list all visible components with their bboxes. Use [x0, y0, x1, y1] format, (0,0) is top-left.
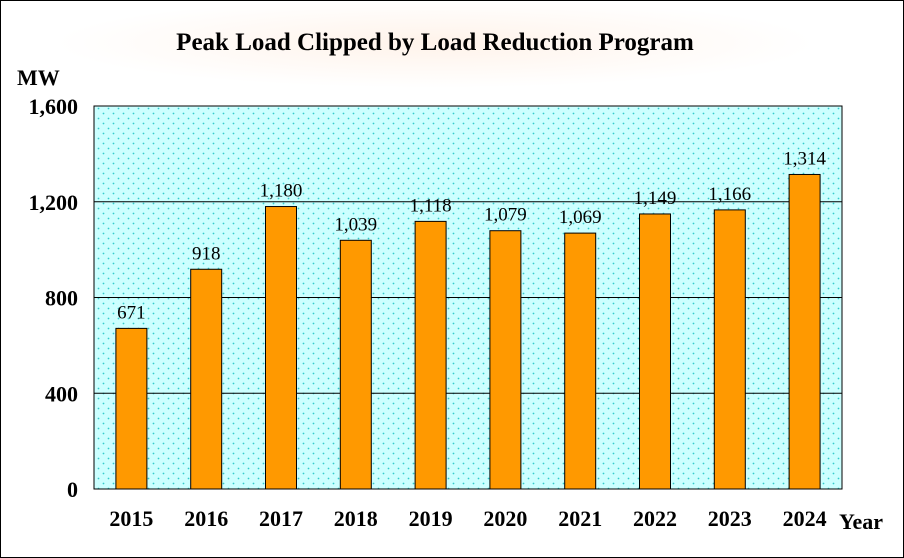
y-tick-labels: 0 400 800 1,200 1,600 [29, 94, 79, 502]
x-tick-label: 2020 [483, 506, 527, 531]
bar [489, 230, 522, 490]
x-tick-label: 2015 [109, 506, 153, 531]
x-axis-unit-label: Year [839, 509, 883, 534]
title-glow [55, 1, 815, 88]
bar-value-label: 1,149 [634, 188, 677, 209]
bar [788, 173, 821, 490]
bar-value-label: 1,118 [410, 195, 452, 216]
bar [265, 206, 297, 490]
bar-value-label: 1,079 [484, 205, 527, 226]
y-axis-unit-label: MW [17, 65, 60, 90]
bar [414, 220, 447, 490]
y-tick-label: 0 [67, 477, 78, 502]
bars [115, 173, 821, 490]
x-tick-labels: 2015 2016 2017 2018 2019 2020 2021 2022 2023 2024 [109, 506, 826, 531]
bar-value-label: 671 [117, 302, 146, 323]
x-tick-label: 2019 [409, 506, 453, 531]
y-tick-label: 1,200 [29, 190, 79, 215]
bar-value-label: 1,039 [334, 214, 377, 235]
x-tick-label: 2024 [783, 506, 827, 531]
bar-value-label: 918 [192, 243, 221, 264]
x-tick-label: 2016 [184, 506, 228, 531]
value-labels: 671 918 1,180 1,039 1,118 1,079 1,069 1,149 1,16… [117, 148, 826, 323]
x-tick-label: 2018 [334, 506, 378, 531]
x-tick-label: 2017 [259, 506, 303, 531]
y-tick-label: 1,600 [29, 94, 79, 119]
bar-value-label: 1,069 [559, 207, 602, 228]
y-tick-label: 800 [45, 286, 78, 311]
y-tick-label: 400 [45, 381, 78, 406]
bar [639, 213, 671, 490]
bar [564, 232, 597, 490]
x-tick-label: 2022 [633, 506, 677, 531]
x-tick-label: 2021 [558, 506, 602, 531]
x-tick-label: 2023 [708, 506, 752, 531]
bar [190, 268, 223, 490]
bar [115, 327, 148, 490]
bar [713, 209, 746, 490]
bar-value-label: 1,314 [783, 148, 826, 169]
bar-value-label: 1,166 [708, 184, 751, 205]
chart-title: Peak Load Clipped by Load Reduction Prog… [176, 29, 694, 56]
bar [339, 239, 372, 490]
bar-value-label: 1,180 [260, 181, 303, 202]
